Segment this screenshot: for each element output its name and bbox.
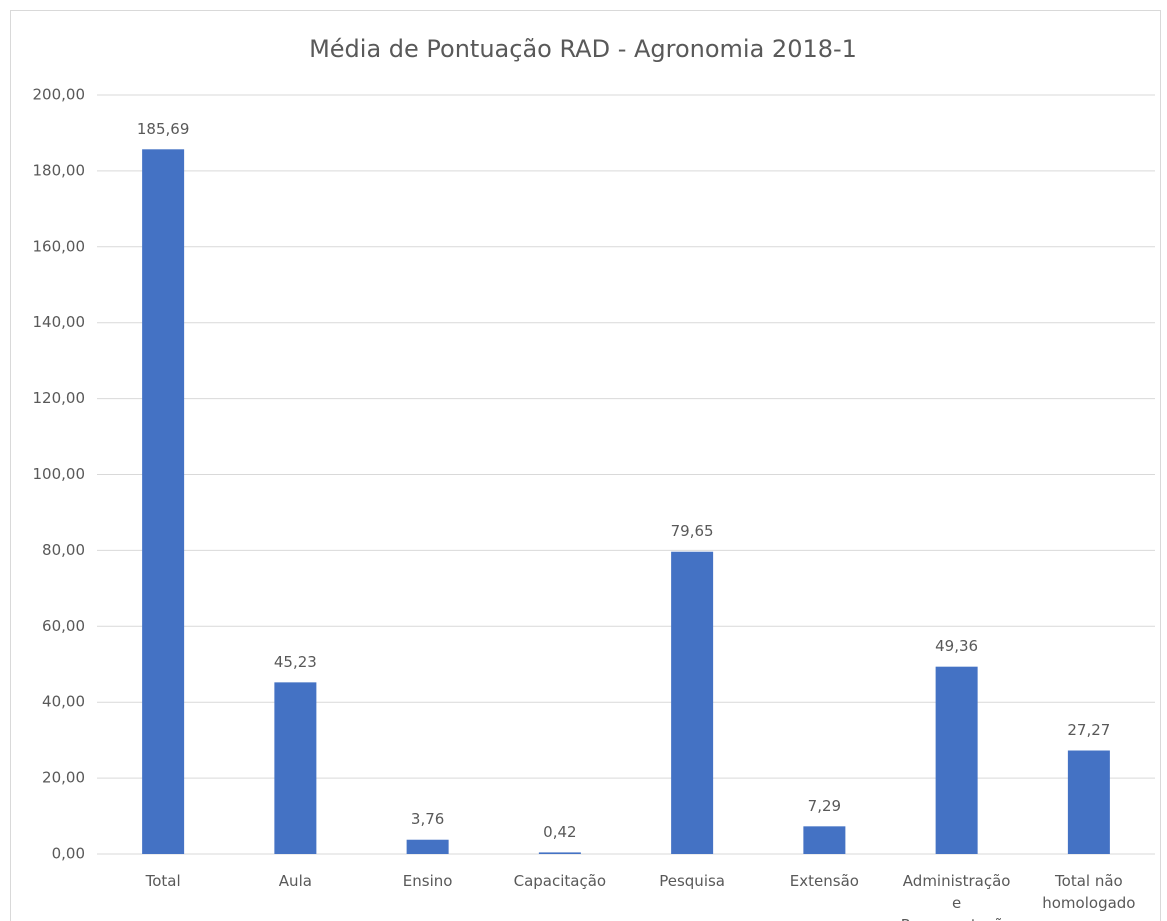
y-tick-label: 60,00 [42, 617, 85, 635]
data-label: 45,23 [274, 653, 317, 671]
y-tick-label: 0,00 [52, 845, 85, 863]
x-tick-label: Capacitação [513, 872, 607, 890]
y-tick-label: 140,00 [33, 313, 86, 331]
bar [406, 839, 449, 854]
x-tick-label: Pesquisa [659, 872, 725, 890]
x-tick-label: Administração e Representação [901, 872, 1013, 921]
data-label: 49,36 [935, 637, 978, 655]
y-tick-label: 100,00 [33, 465, 86, 483]
x-tick-label: Aula [278, 872, 312, 890]
y-tick-label: 80,00 [42, 541, 85, 559]
x-tick-label: Total não homologado [1042, 872, 1136, 912]
x-tick-label: Ensino [402, 872, 453, 890]
data-label: 3,76 [411, 810, 444, 828]
y-tick-label: 180,00 [33, 161, 86, 179]
bar [671, 551, 714, 854]
y-tick-label: 160,00 [33, 237, 86, 255]
bar [803, 826, 846, 854]
y-tick-label: 20,00 [42, 769, 85, 787]
y-tick-label: 120,00 [33, 389, 86, 407]
bar [142, 149, 185, 854]
y-tick-label: 40,00 [42, 693, 85, 711]
bar [935, 666, 978, 854]
bar [274, 682, 317, 854]
bar [1067, 750, 1110, 854]
data-label: 185,69 [137, 120, 190, 138]
data-label: 7,29 [808, 797, 841, 815]
y-tick-label: 200,00 [33, 86, 86, 104]
x-tick-label: Extensão [789, 872, 859, 890]
data-label: 79,65 [671, 522, 714, 540]
x-tick-label: Total [145, 872, 181, 890]
bar [538, 852, 581, 854]
data-label: 0,42 [543, 823, 576, 841]
chart-title: Média de Pontuação RAD - Agronomia 2018-… [309, 35, 857, 63]
data-label: 27,27 [1067, 721, 1110, 739]
